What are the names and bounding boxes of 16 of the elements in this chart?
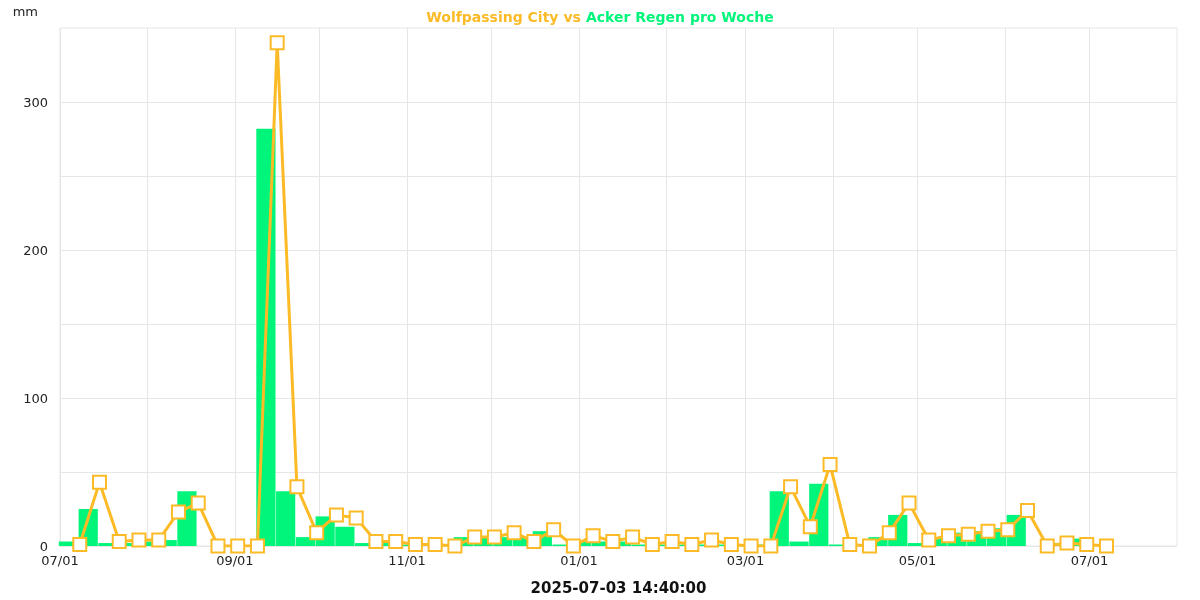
- x-tick-label: 11/01: [388, 553, 426, 568]
- x-tick-label: 01/01: [560, 553, 598, 568]
- x-tick-label: 09/01: [216, 553, 254, 568]
- x-tick-label: 03/01: [726, 553, 765, 568]
- chart-title: vs: [563, 9, 581, 25]
- text: Acker Regen pro Woche: [585, 9, 774, 25]
- text: Wolfpassing City: [426, 9, 559, 25]
- y-tick-label: 0: [39, 538, 48, 554]
- y-tick-label: 300: [23, 94, 48, 110]
- y-tick-label: 100: [23, 390, 48, 406]
- x-tick-label: 07/01: [1070, 553, 1109, 568]
- x-axis-title: 2025-07-03 14:40:00: [530, 578, 707, 597]
- x-tick-label: 07/01: [41, 553, 79, 568]
- y-tick-label: 200: [23, 242, 48, 258]
- x-tick-label: 05/01: [898, 553, 937, 568]
- y-axis-title: mm: [12, 4, 38, 19]
